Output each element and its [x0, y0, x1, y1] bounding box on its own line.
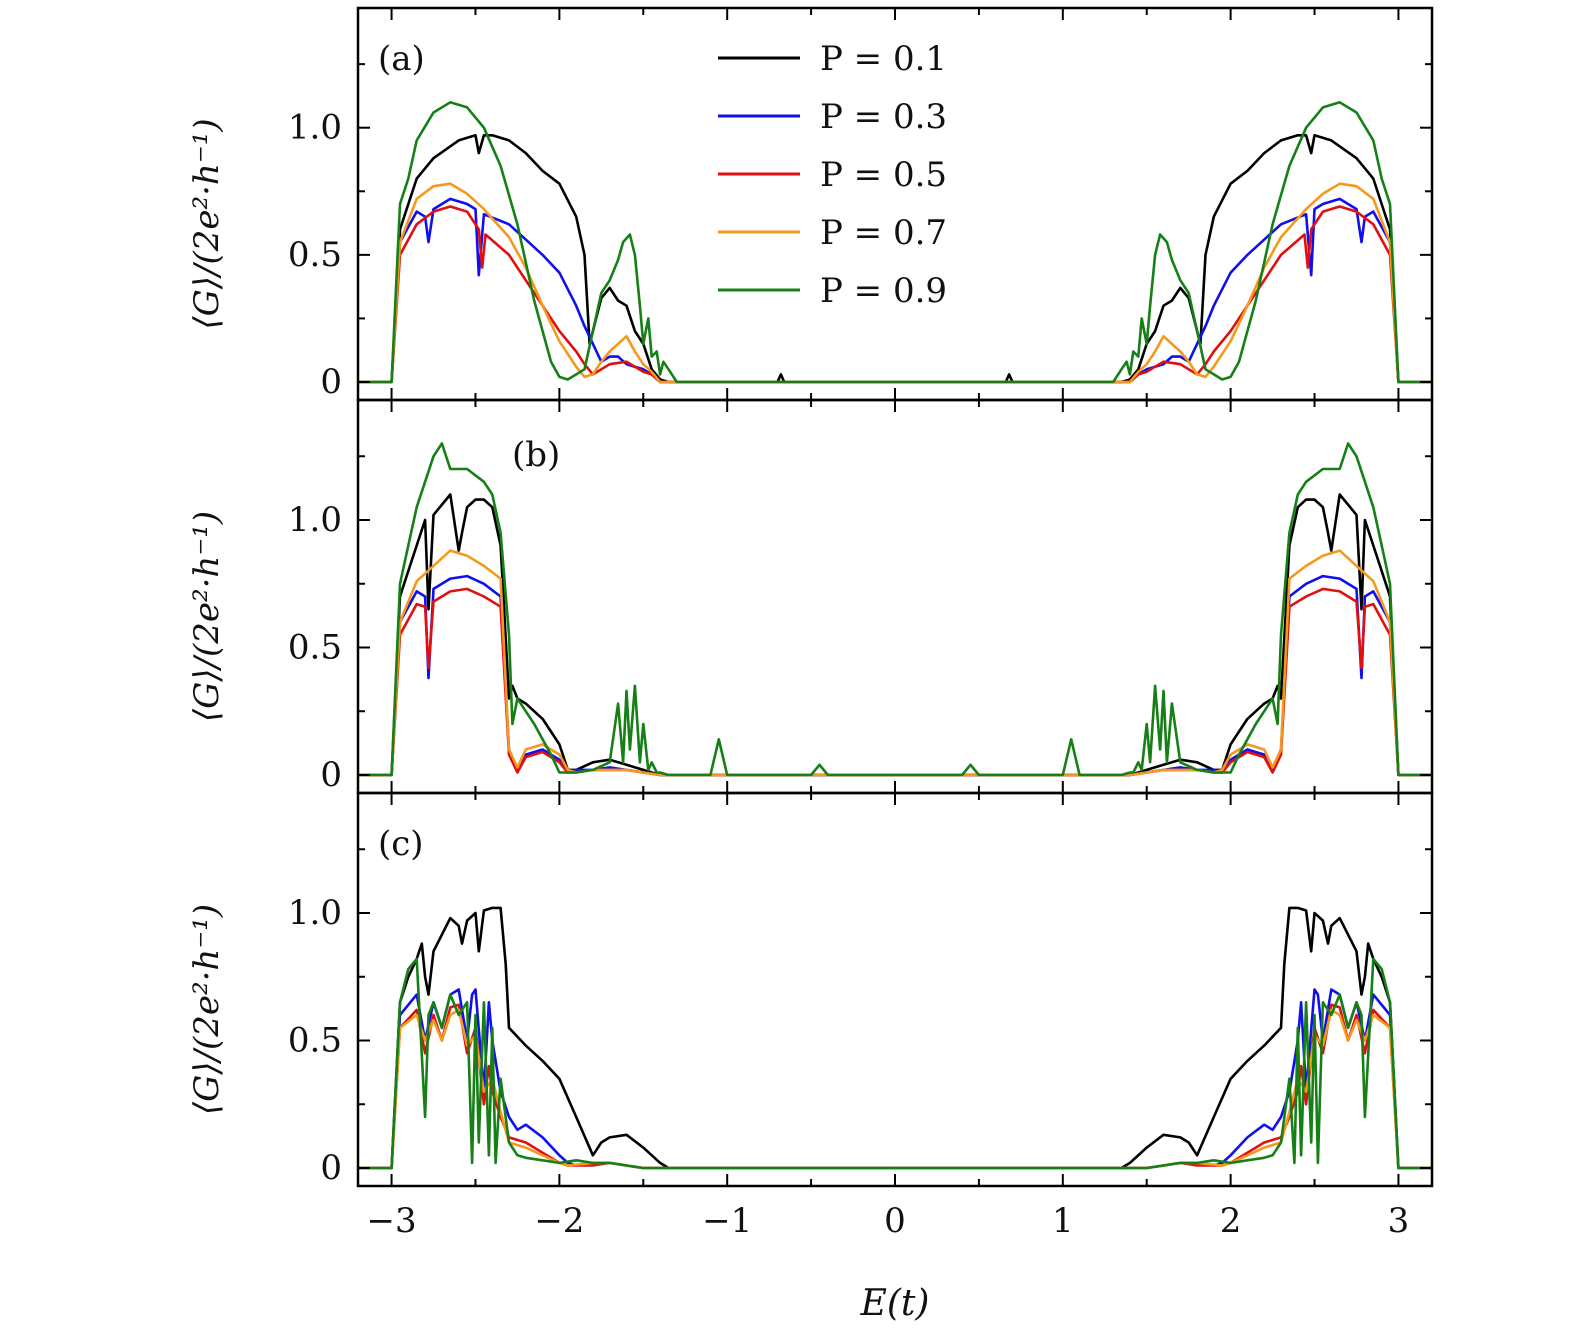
y-tick-label: 1.0	[288, 500, 342, 540]
legend-label: P = 0.3	[820, 97, 947, 137]
series-line-3-3	[358, 1003, 1432, 1170]
series-line-2-5	[358, 442, 1432, 777]
legend-label: P = 0.9	[820, 271, 947, 311]
x-tick-label: −3	[367, 1201, 417, 1241]
series-line-2-1	[358, 493, 1432, 777]
plot-area: 0 0.5 1.0 ⟨G⟩/(2e²·h⁻¹) (a) 0 0.5 1.0 ⟨G⟩/(2e²·h…	[187, 6, 1434, 1241]
y-tick-label: 0.5	[288, 1021, 342, 1061]
series-line-2-3	[358, 587, 1432, 777]
y-tick-label: 0	[320, 1148, 342, 1188]
x-tick-label: −2	[534, 1201, 584, 1241]
legend-label: P = 0.7	[820, 213, 947, 253]
y-axis-label: ⟨G⟩/(2e²·h⁻¹)	[187, 904, 227, 1115]
panel-1: 0 0.5 1.0 ⟨G⟩/(2e²·h⁻¹) (a)	[187, 6, 1434, 402]
panel-label: (b)	[512, 435, 560, 475]
panel-label: (c)	[378, 824, 424, 864]
y-tick-label: 0.5	[288, 628, 342, 668]
series-line-2-2	[358, 574, 1432, 777]
x-tick-label: 1	[1052, 1201, 1074, 1241]
panel-3: 0 0.5 1.0 ⟨G⟩/(2e²·h⁻¹) (c)	[187, 791, 1434, 1188]
panel-label: (a)	[378, 39, 425, 79]
y-axis-label: ⟨G⟩/(2e²·h⁻¹)	[187, 118, 227, 329]
y-tick-label: 0.5	[288, 235, 342, 275]
y-axis-label: ⟨G⟩/(2e²·h⁻¹)	[187, 511, 227, 722]
x-axis-label: E(t)	[860, 1283, 930, 1324]
series-line-1-5	[358, 101, 1432, 384]
series-line-3-5	[358, 957, 1432, 1170]
panel-frame	[356, 791, 1434, 1188]
legend-label: P = 0.5	[820, 155, 947, 195]
x-tick-label: 2	[1220, 1201, 1242, 1241]
x-tick-label: −1	[702, 1201, 752, 1241]
y-tick-label: 0	[320, 755, 342, 795]
legend-label: P = 0.1	[820, 39, 947, 79]
y-tick-label: 1.0	[288, 108, 342, 148]
y-tick-label: 0	[320, 362, 342, 402]
panel-2: 0 0.5 1.0 ⟨G⟩/(2e²·h⁻¹) (b)	[187, 398, 1434, 795]
y-tick-label: 1.0	[288, 893, 342, 933]
x-tick-label: 3	[1388, 1201, 1410, 1241]
x-tick-label: 0	[884, 1201, 906, 1241]
series-line-2-4	[358, 549, 1432, 777]
series-line-3-4	[358, 1008, 1432, 1170]
legend: P = 0.1 P = 0.3 P = 0.5 P = 0.7 P = 0.9	[718, 39, 947, 311]
